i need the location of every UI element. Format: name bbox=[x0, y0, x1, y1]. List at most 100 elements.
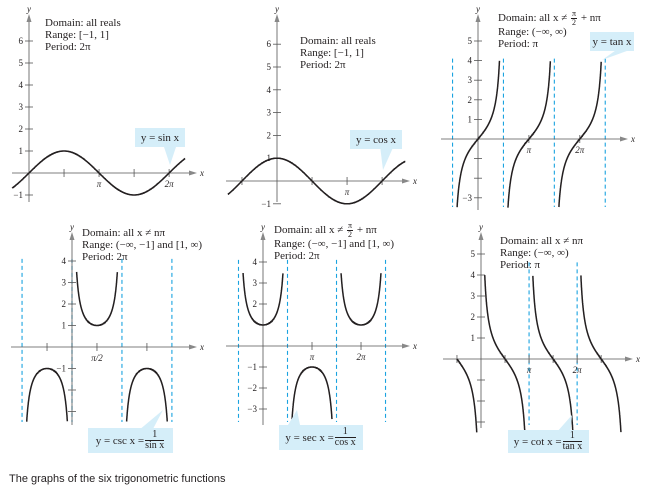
equation-callout: y = sec x = 1 cos x bbox=[279, 425, 363, 450]
period-text: Period: 2π bbox=[300, 59, 346, 71]
curve-cos bbox=[227, 157, 406, 205]
curve-tan bbox=[456, 60, 602, 208]
y-tick-label: 1 bbox=[267, 153, 272, 163]
period-text: Period: 2π bbox=[82, 251, 128, 263]
y-tick-label: 2 bbox=[19, 124, 24, 134]
range-text: Range: (−∞, ∞) bbox=[500, 247, 569, 259]
graph-sin: x y π 2π 6 5 4 3 2 1 −1 bbox=[11, 4, 204, 202]
x-axis-arrow-icon bbox=[189, 170, 197, 176]
domain-text: Domain: all x ≠ nπ bbox=[82, 227, 166, 239]
x-tick-label: π bbox=[527, 365, 532, 375]
period-text: Period: 2π bbox=[274, 250, 320, 262]
callout-pointer bbox=[164, 147, 176, 165]
y-axis-arrow-icon bbox=[260, 232, 266, 240]
function-properties: Domain: all reals Range: [−1, 1] Period: 2… bbox=[300, 35, 376, 71]
y-tick-label: 3 bbox=[267, 108, 272, 118]
equation-callout: y = csc x = 1 sin x bbox=[88, 428, 173, 453]
y-tick-label: 4 bbox=[62, 256, 67, 266]
y-tick-label: 4 bbox=[471, 270, 476, 280]
y-tick-label: 6 bbox=[19, 36, 24, 46]
y-tick-label: 6 bbox=[267, 39, 272, 49]
y-tick-label: 5 bbox=[468, 36, 473, 46]
equation-text: y = cot x = bbox=[513, 435, 562, 448]
y-axis-label: y bbox=[260, 222, 265, 232]
y-tick-label: 2 bbox=[253, 299, 258, 309]
x-tick-label: 2π bbox=[575, 145, 585, 155]
equation-text: y = sec x = bbox=[285, 431, 334, 444]
equation-text: y = csc x = bbox=[95, 434, 145, 447]
x-axis-label: x bbox=[630, 134, 635, 144]
x-axis-label: x bbox=[199, 342, 204, 352]
domain-text: Domain: all reals bbox=[45, 17, 121, 29]
y-axis-label: y bbox=[475, 4, 480, 14]
period-text: Period: π bbox=[498, 38, 539, 50]
curve-cot bbox=[456, 275, 622, 433]
graph-cos: x y π 6 5 4 3 2 1 −1 bbox=[226, 4, 417, 209]
x-tick-label: π/2 bbox=[91, 353, 103, 363]
y-axis-label: y bbox=[69, 222, 74, 232]
curve-csc bbox=[25, 271, 168, 422]
y-tick-label: 4 bbox=[267, 85, 272, 95]
equation-callout: y = tan x bbox=[590, 32, 634, 51]
y-tick-label: 2 bbox=[471, 312, 476, 322]
y-axis-arrow-icon bbox=[478, 232, 484, 240]
period-text: Period: 2π bbox=[45, 41, 91, 53]
y-tick-label: −2 bbox=[247, 383, 257, 393]
equation-text: y = sin x bbox=[140, 131, 180, 144]
range-text: Range: [−1, 1] bbox=[300, 47, 364, 59]
y-tick-label: 5 bbox=[267, 62, 272, 72]
range-text: Range: (−∞, ∞) bbox=[498, 26, 567, 38]
x-tick-label: π bbox=[97, 179, 102, 189]
y-tick-label: −1 bbox=[261, 199, 271, 209]
figure-caption: The graphs of the six trigonometric func… bbox=[9, 473, 226, 485]
callout-pointer bbox=[558, 415, 572, 430]
domain-text: Domain: all reals bbox=[300, 35, 376, 47]
y-tick-label: 1 bbox=[19, 146, 24, 156]
period-text: Period: π bbox=[500, 259, 541, 271]
curve-sin bbox=[11, 150, 186, 196]
x-axis-arrow-icon bbox=[620, 136, 628, 142]
y-tick-label: −1 bbox=[56, 364, 66, 374]
x-tick-label: π bbox=[310, 352, 315, 362]
graph-csc: x y π/2 4 3 2 1 −1 bbox=[11, 222, 204, 425]
y-tick-label: −1 bbox=[13, 190, 23, 200]
y-tick-label: −1 bbox=[247, 362, 257, 372]
x-axis-label: x bbox=[199, 168, 204, 178]
callout-pointer bbox=[380, 149, 393, 170]
x-axis-arrow-icon bbox=[625, 356, 633, 362]
y-tick-label: 4 bbox=[253, 257, 258, 267]
y-axis-arrow-icon bbox=[274, 14, 280, 22]
x-tick-label: 2π bbox=[165, 179, 175, 189]
x-axis-label: x bbox=[412, 341, 417, 351]
range-text: Range: (−∞, −1] and [1, ∞) bbox=[274, 238, 395, 250]
function-properties: Domain: all reals Range: [−1, 1] Period: 2… bbox=[45, 17, 121, 53]
y-tick-label: 2 bbox=[468, 95, 473, 105]
y-tick-label: 3 bbox=[62, 278, 67, 288]
y-axis-arrow-icon bbox=[26, 14, 32, 22]
fraction: 1 tan x bbox=[562, 430, 583, 452]
y-tick-label: 4 bbox=[19, 80, 24, 90]
y-axis-label: y bbox=[26, 4, 31, 14]
x-tick-label: 2π bbox=[357, 352, 367, 362]
y-tick-label: 4 bbox=[468, 56, 473, 66]
range-text: Range: [−1, 1] bbox=[45, 29, 109, 41]
range-text: Range: (−∞, −1] and [1, ∞) bbox=[82, 239, 203, 251]
callout-pointer bbox=[141, 410, 163, 428]
callout-pointer bbox=[602, 51, 627, 60]
equation-callout: y = cot x = 1 tan x bbox=[508, 430, 589, 453]
domain-text: Domain: all x ≠ nπ bbox=[500, 235, 584, 247]
graph-cot: x y π 2π 5 4 3 2 1 bbox=[443, 222, 640, 433]
y-tick-label: 1 bbox=[471, 333, 476, 343]
x-axis-arrow-icon bbox=[402, 178, 410, 184]
y-axis-arrow-icon bbox=[69, 232, 75, 240]
y-tick-label: 5 bbox=[19, 58, 24, 68]
y-tick-label: 3 bbox=[19, 102, 24, 112]
